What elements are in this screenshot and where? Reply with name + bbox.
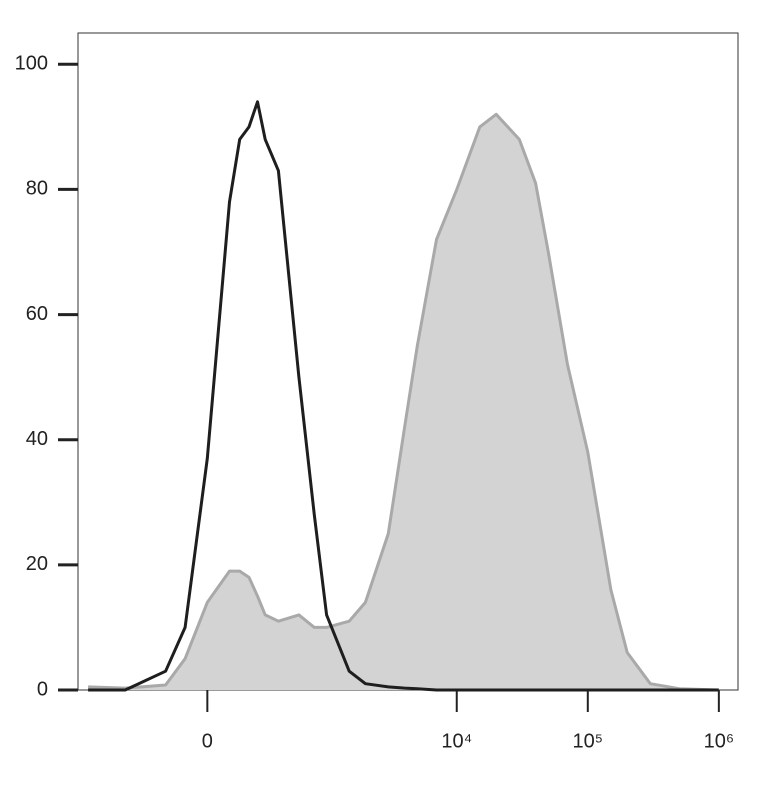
x-tick-label: 10⁶ [704,730,734,752]
area [88,114,719,691]
y-tick-label: 60 [26,303,48,325]
line [88,112,719,692]
x-tick-label: 10⁴ [441,730,472,752]
x-tick-label: 10⁵ [573,730,604,752]
x-tick-label: 0 [202,730,213,752]
y-tick-label: 80 [26,178,48,200]
y-tick-label: 0 [37,678,48,700]
y-tick-label: 40 [26,428,48,450]
y-tick-label: 20 [26,553,48,575]
y-tick-label: 100 [15,53,48,75]
line [88,100,719,692]
